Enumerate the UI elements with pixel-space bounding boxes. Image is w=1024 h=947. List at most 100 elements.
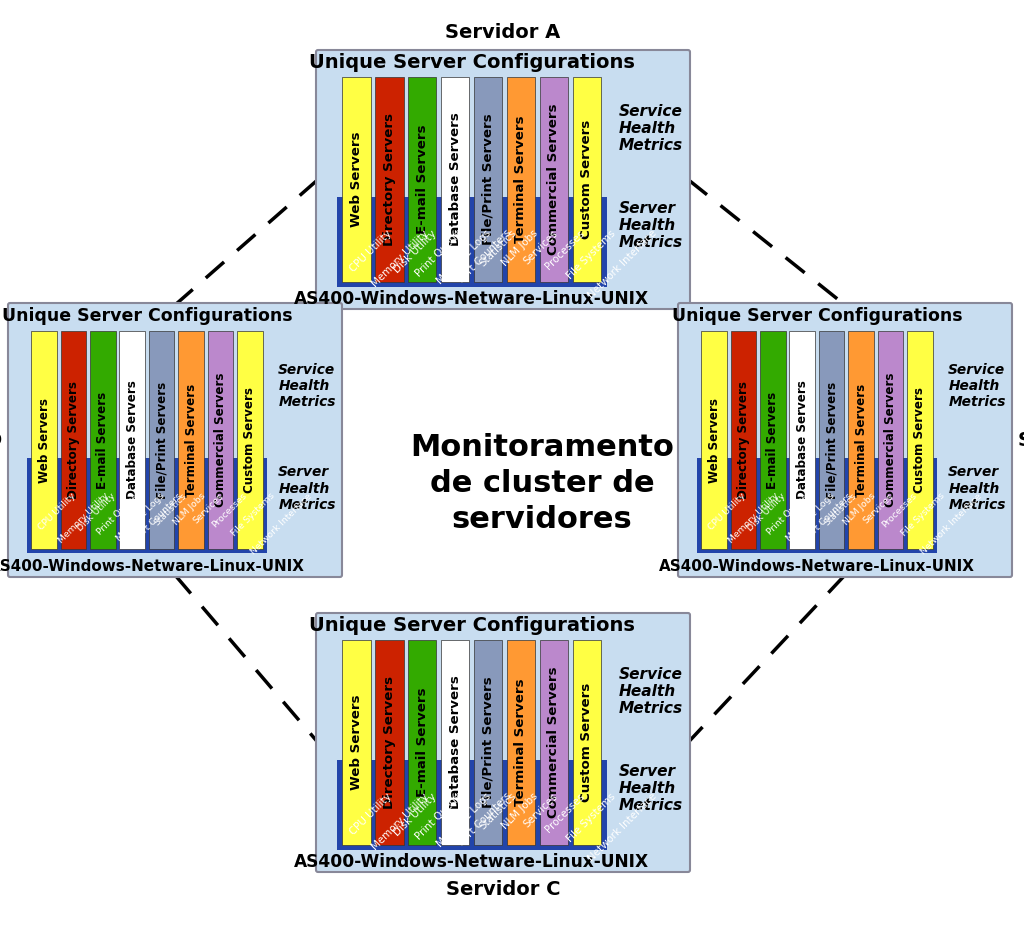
Text: Memory Utility: Memory Utility <box>370 228 430 289</box>
Text: Print Queue: Print Queue <box>414 228 464 278</box>
Bar <box>375 639 403 846</box>
Text: Processes: Processes <box>211 491 249 529</box>
Bar <box>120 331 145 549</box>
Text: Servidor C: Servidor C <box>445 880 560 899</box>
Text: Directory Servers: Directory Servers <box>737 381 750 499</box>
Text: Server
Health
Metrics: Server Health Metrics <box>279 465 336 511</box>
Text: CPU Utility: CPU Utility <box>708 491 748 532</box>
Bar <box>731 331 757 549</box>
Bar <box>440 639 469 846</box>
Text: Statistics: Statistics <box>153 491 188 527</box>
Bar <box>337 759 606 849</box>
Bar <box>148 331 174 549</box>
FancyBboxPatch shape <box>8 303 342 577</box>
Text: NLM Jobs: NLM Jobs <box>500 228 540 268</box>
Text: Database Servers: Database Servers <box>796 381 809 499</box>
Bar <box>878 331 903 549</box>
FancyBboxPatch shape <box>316 50 690 309</box>
Text: NLM Jobs: NLM Jobs <box>842 491 878 527</box>
Text: Unique Server Configurations: Unique Server Configurations <box>308 53 635 72</box>
Text: Statistics: Statistics <box>822 491 859 527</box>
Text: Custom Servers: Custom Servers <box>913 387 927 493</box>
Text: Processes: Processes <box>543 228 586 271</box>
Text: NLM Jobs: NLM Jobs <box>500 791 540 831</box>
Text: Port Counters: Port Counters <box>133 491 184 543</box>
Bar <box>440 77 469 282</box>
Text: Port Counters: Port Counters <box>457 791 513 848</box>
Text: Memory Utility: Memory Utility <box>56 491 111 545</box>
Text: Terminal Servers: Terminal Servers <box>514 116 527 243</box>
Text: Unique Server Configurations: Unique Server Configurations <box>2 307 292 325</box>
Text: Servidor A: Servidor A <box>445 23 560 42</box>
Text: Database Servers: Database Servers <box>449 675 462 810</box>
Bar <box>760 331 785 549</box>
Text: File Systems: File Systems <box>564 791 617 844</box>
Text: Directory Servers: Directory Servers <box>67 381 80 499</box>
Bar <box>32 331 57 549</box>
Text: Processes: Processes <box>543 791 586 834</box>
Bar <box>696 458 937 553</box>
Text: Disk Utility: Disk Utility <box>391 791 438 837</box>
Text: Network Interface: Network Interface <box>586 228 658 300</box>
Bar <box>408 77 436 282</box>
Text: Database Servers: Database Servers <box>126 381 139 499</box>
Text: Message Logs: Message Logs <box>115 491 166 544</box>
Text: E-mail Servers: E-mail Servers <box>416 125 429 234</box>
Bar <box>572 639 601 846</box>
Bar <box>907 331 933 549</box>
Text: AS400-Windows-Netware-Linux-UNIX: AS400-Windows-Netware-Linux-UNIX <box>0 559 305 574</box>
Bar <box>474 639 503 846</box>
Text: Message Logs: Message Logs <box>435 791 493 849</box>
Bar <box>819 331 845 549</box>
Bar <box>337 197 606 287</box>
Text: Service
Health
Metrics: Service Health Metrics <box>279 363 336 409</box>
Text: Memory Utility: Memory Utility <box>726 491 780 545</box>
Text: Terminal Servers: Terminal Servers <box>184 384 198 496</box>
Text: Database Servers: Database Servers <box>449 113 462 246</box>
Text: E-mail Servers: E-mail Servers <box>96 391 110 489</box>
Text: Monitoramento
de cluster de
servidores: Monitoramento de cluster de servidores <box>410 433 674 534</box>
Text: E-mail Servers: E-mail Servers <box>416 688 429 797</box>
Text: CPU Utility: CPU Utility <box>348 228 394 274</box>
Text: Services: Services <box>521 791 559 829</box>
Text: Disk Utility: Disk Utility <box>76 491 117 533</box>
Text: Memory Utility: Memory Utility <box>370 791 430 851</box>
Text: AS400-Windows-Netware-Linux-UNIX: AS400-Windows-Netware-Linux-UNIX <box>659 559 975 574</box>
Text: Terminal Servers: Terminal Servers <box>514 679 527 806</box>
Text: Services: Services <box>191 491 225 526</box>
Text: File/Print Servers: File/Print Servers <box>156 382 168 499</box>
Text: Network Interface: Network Interface <box>920 491 984 556</box>
Text: Port Counters: Port Counters <box>457 228 513 285</box>
Bar <box>701 331 727 549</box>
FancyBboxPatch shape <box>678 303 1012 577</box>
Text: Web Servers: Web Servers <box>350 132 362 227</box>
FancyBboxPatch shape <box>316 613 690 872</box>
Bar <box>507 639 536 846</box>
Text: Commercial Servers: Commercial Servers <box>214 373 227 508</box>
Bar <box>90 331 116 549</box>
Bar <box>237 331 262 549</box>
Text: Commercial Servers: Commercial Servers <box>884 373 897 508</box>
Text: Custom Servers: Custom Servers <box>581 120 593 240</box>
Text: Message Logs: Message Logs <box>435 228 493 286</box>
Text: Commercial Servers: Commercial Servers <box>548 667 560 818</box>
Bar <box>540 639 568 846</box>
Text: Print Queue: Print Queue <box>765 491 810 536</box>
Text: File Systems: File Systems <box>900 491 946 538</box>
Bar <box>408 639 436 846</box>
Text: Custom Servers: Custom Servers <box>244 387 256 493</box>
Text: Server
Health
Metrics: Server Health Metrics <box>618 763 683 813</box>
Text: File/Print Servers: File/Print Servers <box>481 677 495 809</box>
Text: Commercial Servers: Commercial Servers <box>548 104 560 256</box>
Text: AS400-Windows-Netware-Linux-UNIX: AS400-Windows-Netware-Linux-UNIX <box>294 290 649 308</box>
Text: Port Counters: Port Counters <box>804 491 854 543</box>
Text: Services: Services <box>861 491 895 526</box>
Text: Web Servers: Web Servers <box>708 398 721 483</box>
Text: Processes: Processes <box>881 491 919 529</box>
Bar <box>474 77 503 282</box>
Text: Unique Server Configurations: Unique Server Configurations <box>308 616 635 634</box>
Text: CPU Utility: CPU Utility <box>37 491 78 532</box>
Bar <box>178 331 204 549</box>
Bar <box>572 77 601 282</box>
Text: E-mail Servers: E-mail Servers <box>766 391 779 489</box>
